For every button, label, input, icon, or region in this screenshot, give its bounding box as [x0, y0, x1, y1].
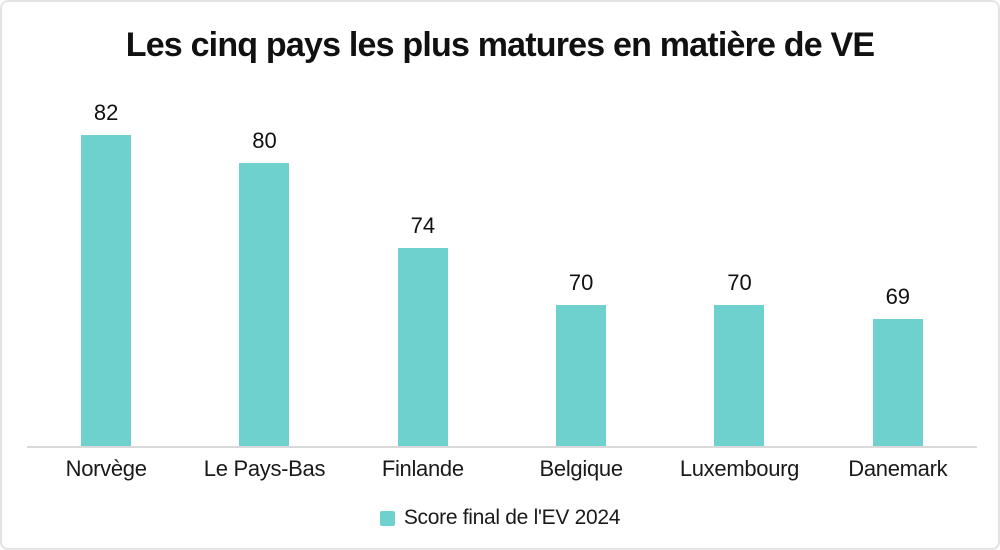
bar-danemark: [872, 319, 923, 447]
x-axis-label-luxembourg: Luxembourg: [679, 456, 800, 481]
bar-belgique: [556, 305, 607, 447]
bar-group-luxembourg: 70: [660, 92, 818, 447]
x-axis-label-norvege: Norvège: [65, 456, 147, 481]
bar-group-danemark: 69: [819, 92, 977, 447]
x-axis-line: [27, 446, 977, 448]
legend-swatch: [379, 510, 395, 526]
x-axis-labels: Norvège Le Pays-Bas Finlande Belgique Lu…: [27, 456, 977, 482]
bar-norvege: [81, 135, 132, 447]
bar-luxembourg: [714, 305, 765, 447]
x-axis-label-finlande: Finlande: [381, 456, 464, 481]
bar-pays-bas: [239, 163, 290, 447]
chart-title: Les cinq pays les plus matures en matièr…: [125, 26, 875, 64]
x-axis-label-danemark: Danemark: [848, 456, 948, 481]
bar-finlande: [397, 248, 448, 447]
bar-group-pays-bas: 80: [185, 92, 343, 447]
bar-group-finlande: 74: [344, 92, 502, 447]
legend: Score final de l'EV 2024: [2, 506, 998, 530]
bar-group-norvege: 82: [27, 92, 185, 447]
bar-value-label: 82: [93, 100, 119, 125]
bar-value-label: 70: [568, 270, 594, 295]
x-axis-label-pays-bas: Le Pays-Bas: [203, 456, 326, 481]
bar-value-label: 69: [885, 284, 911, 309]
legend-label: Score final de l'EV 2024: [403, 506, 621, 529]
bar-group-belgique: 70: [502, 92, 660, 447]
bar-value-label: 74: [410, 213, 436, 238]
bar-value-label: 70: [727, 270, 752, 295]
bar-value-label: 80: [252, 128, 277, 153]
plot-area: 82 80 74 70 70 69: [27, 92, 977, 447]
x-axis-label-belgique: Belgique: [539, 456, 624, 481]
